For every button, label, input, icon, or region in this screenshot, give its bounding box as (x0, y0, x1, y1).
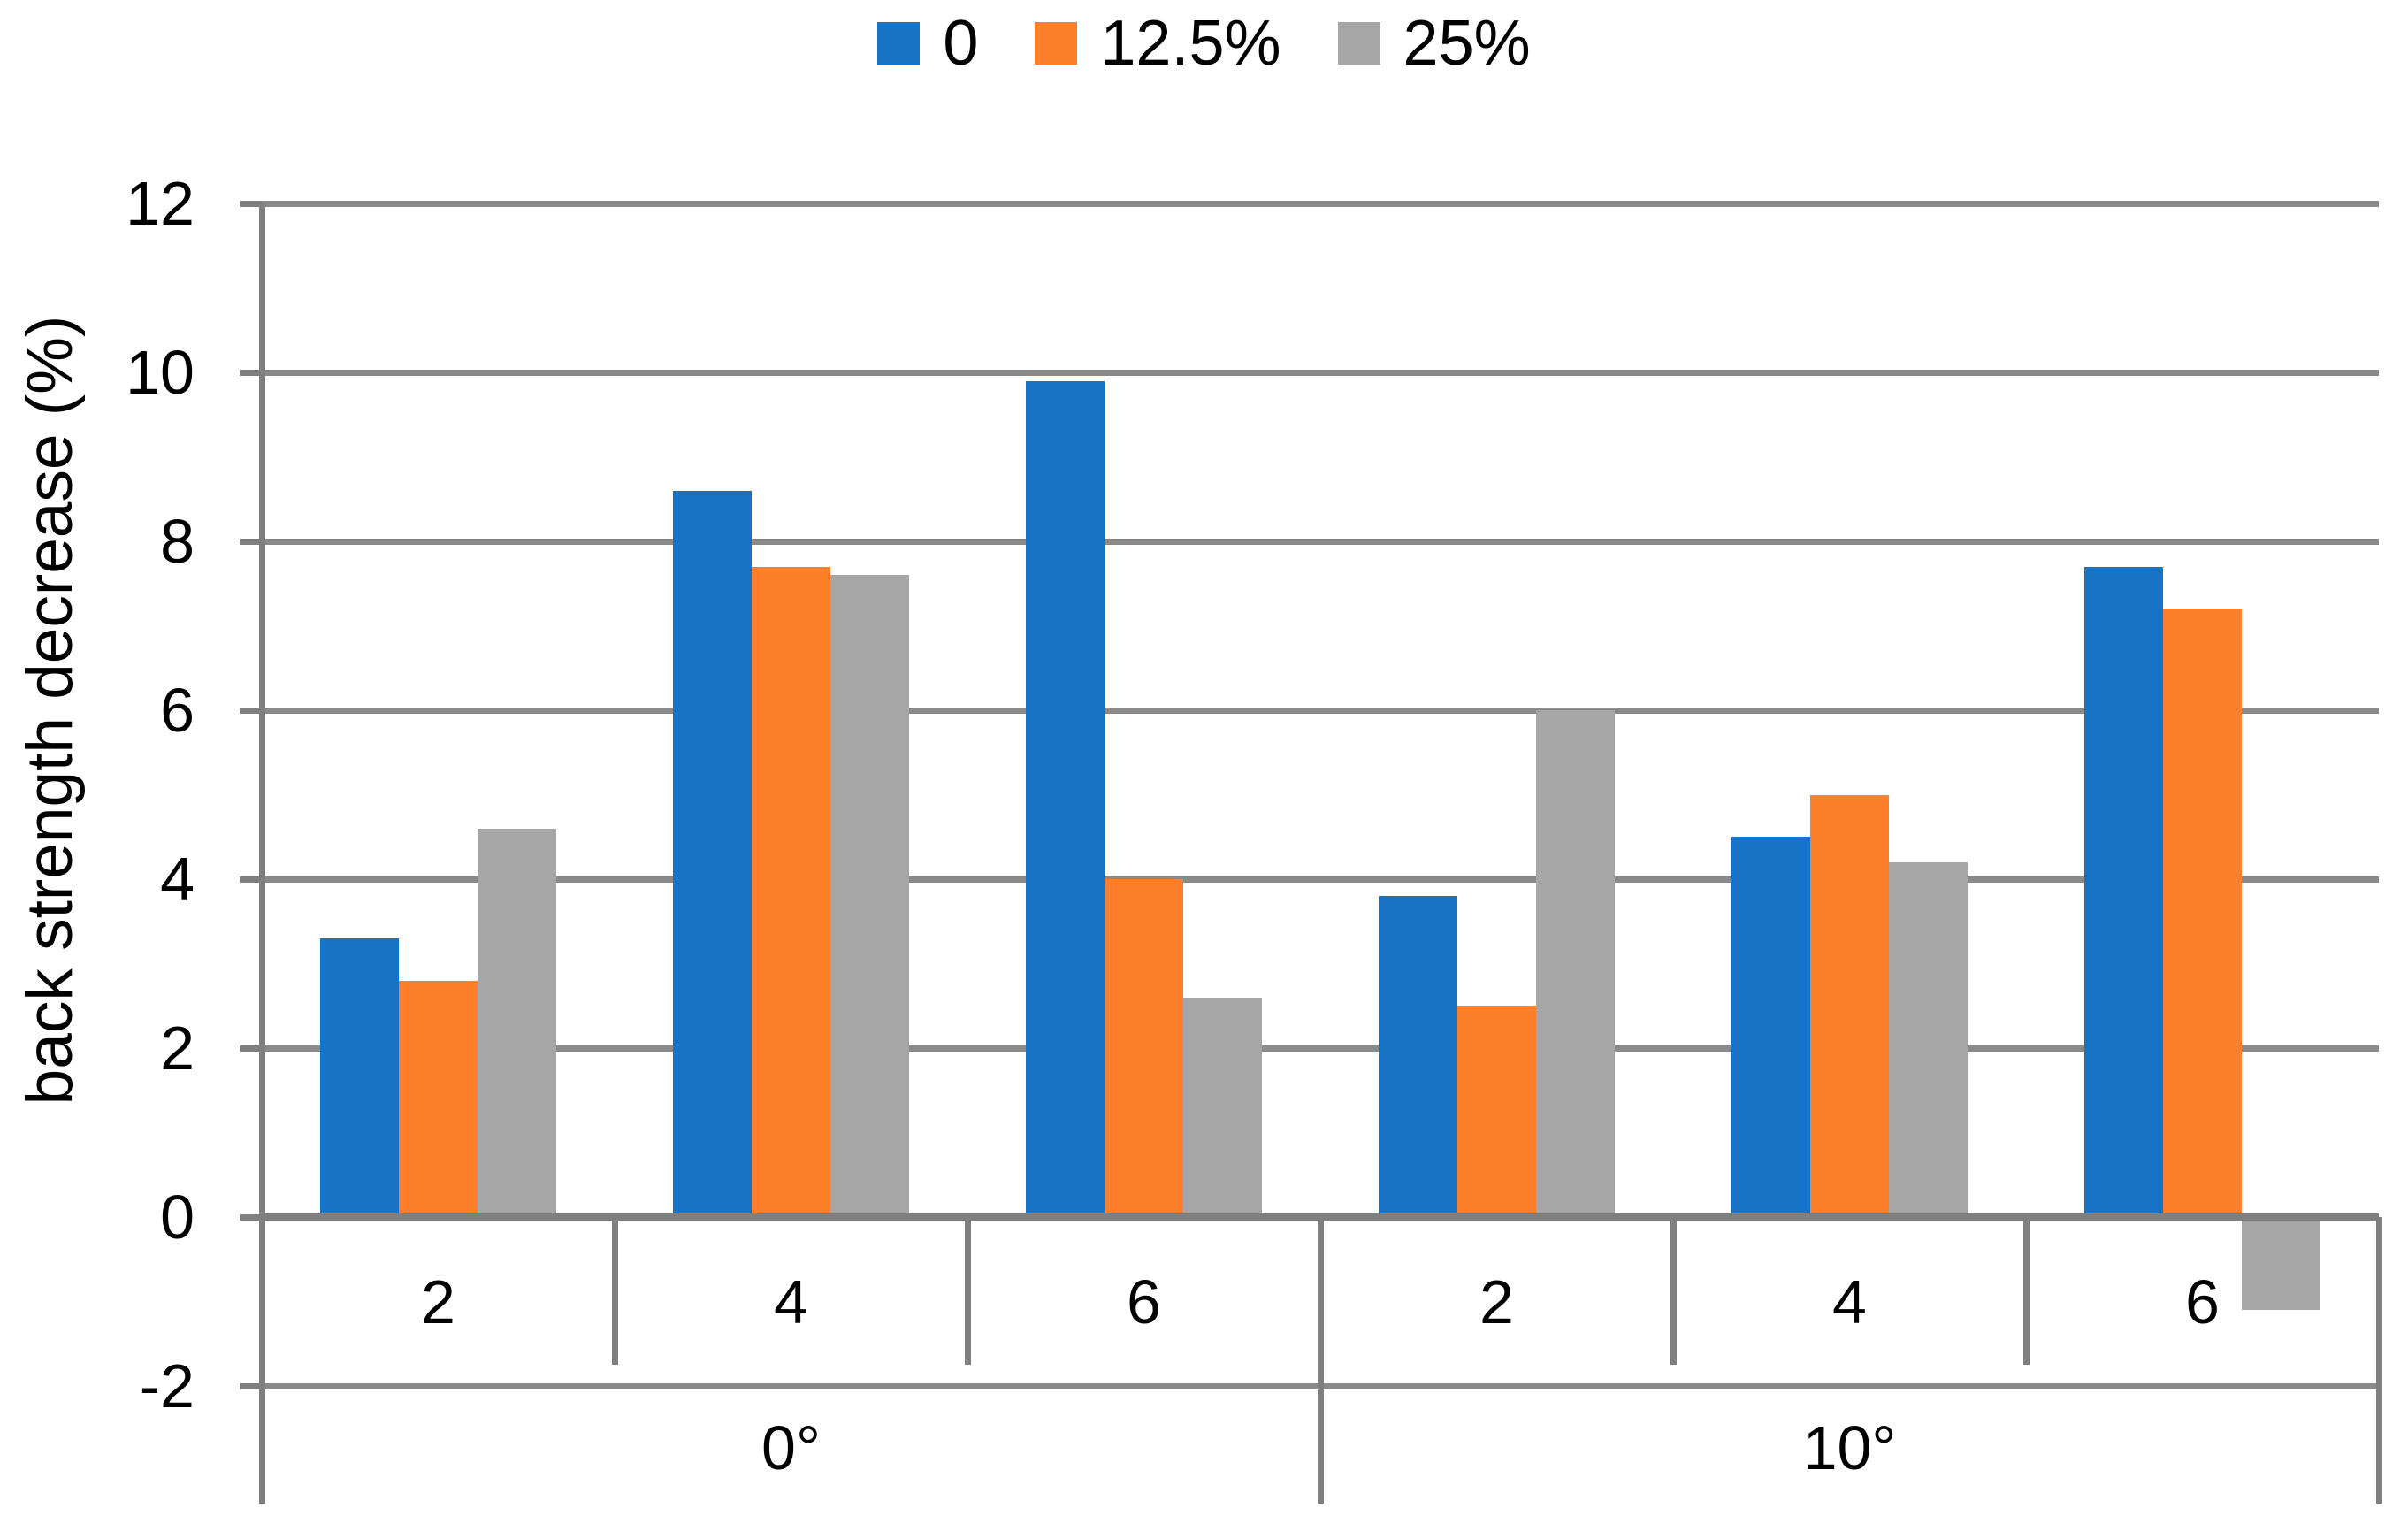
bar (830, 575, 909, 1217)
bar (2084, 566, 2163, 1217)
y-axis-line (258, 203, 265, 1504)
bar (1810, 794, 1889, 1217)
gridline (262, 876, 2379, 883)
y-tick-label: 10 (126, 338, 195, 407)
category-separator (2022, 1217, 2030, 1365)
bar (673, 490, 752, 1217)
category-separator (964, 1217, 971, 1365)
category-label: 4 (774, 1267, 808, 1336)
group-label: 10° (1802, 1412, 1897, 1482)
legend-item: 12.5% (1035, 4, 1281, 83)
legend: 0 12.5% 25% (0, 4, 2408, 83)
legend-label: 12.5% (1100, 8, 1281, 79)
bar (2242, 1217, 2320, 1311)
category-label: 2 (421, 1267, 455, 1336)
y-tick-mark (240, 876, 262, 883)
y-tick-mark (240, 538, 262, 545)
bar (752, 566, 830, 1217)
y-tick-label: 2 (160, 1014, 195, 1083)
bar (1457, 1006, 1536, 1217)
bar (1536, 710, 1615, 1217)
y-tick-mark (240, 1213, 262, 1221)
group-label: 0° (761, 1412, 821, 1482)
bar (1731, 837, 1810, 1217)
legend-item: 0 (877, 4, 978, 83)
gridline (262, 1045, 2379, 1052)
legend-label: 25% (1403, 8, 1531, 79)
category-separator (611, 1217, 618, 1365)
group-separator (1317, 1217, 1324, 1504)
y-tick-mark (240, 1382, 262, 1389)
y-tick-label: 6 (160, 676, 195, 745)
legend-swatch-gray-icon (1337, 22, 1380, 65)
legend-item: 25% (1337, 4, 1531, 83)
bar (2163, 609, 2242, 1217)
bar (1026, 380, 1105, 1217)
y-tick-label: 8 (160, 507, 195, 576)
bar (1183, 997, 1262, 1217)
y-tick-mark (240, 369, 262, 376)
category-label: 4 (1832, 1267, 1867, 1336)
category-label: 6 (2185, 1267, 2220, 1336)
gridline (262, 538, 2379, 545)
y-tick-label: 4 (160, 845, 195, 914)
bar (1105, 879, 1183, 1217)
bar (1379, 896, 1457, 1217)
bar (320, 938, 399, 1217)
bar (1889, 861, 1968, 1217)
category-label: 6 (1127, 1267, 1161, 1336)
y-tick-label: 12 (126, 169, 195, 238)
bar (399, 980, 478, 1217)
y-tick-label: -2 (139, 1351, 195, 1420)
gridline (262, 200, 2379, 207)
legend-swatch-orange-icon (1035, 22, 1078, 65)
gridline (262, 707, 2379, 714)
legend-label: 0 (943, 8, 979, 79)
y-tick-mark (240, 200, 262, 207)
y-tick-label: 0 (160, 1183, 195, 1252)
category-label: 2 (1479, 1267, 1514, 1336)
gridline (262, 369, 2379, 376)
plot-right-border (2375, 1217, 2382, 1504)
legend-swatch-blue-icon (877, 22, 921, 65)
y-tick-mark (240, 1045, 262, 1052)
category-separator (1670, 1217, 1677, 1365)
bar (478, 828, 556, 1217)
y-tick-mark (240, 707, 262, 714)
